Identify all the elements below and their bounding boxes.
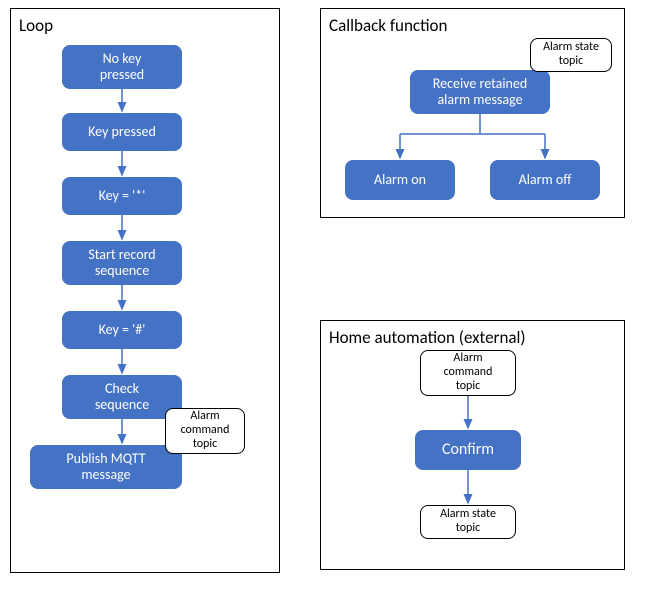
loop-node-start-record-label: Start recordsequence [88,247,155,279]
loop-node-no-key: No keypressed [62,45,182,89]
callback-node-receive-label: Receive retainedalarm message [433,76,527,108]
loop-node-check-label: Checksequence [95,381,149,413]
home-note-alarm-command: Alarmcommandtopic [420,350,516,396]
panel-home-title: Home automation (external) [329,327,526,348]
loop-node-key-star-label: Key = '*' [99,188,146,204]
loop-node-key-hash: Key = '#' [62,311,182,349]
panel-callback-title: Callback function [329,15,447,36]
loop-node-key-pressed: Key pressed [62,113,182,151]
loop-node-publish-label: Publish MQTTmessage [66,451,145,483]
loop-node-key-star: Key = '*' [62,177,182,215]
loop-node-key-hash-label: Key = '#' [99,322,146,338]
home-note-alarm-state-label: Alarm statetopic [440,508,496,536]
callback-node-receive: Receive retainedalarm message [410,70,550,114]
callback-node-alarm-off-label: Alarm off [519,172,572,188]
loop-node-start-record: Start recordsequence [62,241,182,285]
loop-node-no-key-label: No keypressed [100,51,144,83]
callback-note-alarm-state-label: Alarm statetopic [543,41,599,69]
home-note-alarm-state: Alarm statetopic [420,505,516,539]
loop-node-publish: Publish MQTTmessage [30,445,182,489]
callback-node-alarm-on: Alarm on [345,160,455,200]
callback-node-alarm-on-label: Alarm on [374,172,426,188]
panel-loop-title: Loop [19,15,53,36]
loop-node-check: Checksequence [62,375,182,419]
home-node-confirm-label: Confirm [442,441,494,459]
loop-note-alarm-command: Alarmcommandtopic [165,408,245,454]
loop-node-key-pressed-label: Key pressed [88,124,156,140]
loop-note-alarm-command-label: Alarmcommandtopic [181,410,230,451]
home-note-alarm-command-label: Alarmcommandtopic [444,352,493,393]
callback-note-alarm-state: Alarm statetopic [530,38,612,72]
callback-node-alarm-off: Alarm off [490,160,600,200]
home-node-confirm: Confirm [415,430,521,470]
